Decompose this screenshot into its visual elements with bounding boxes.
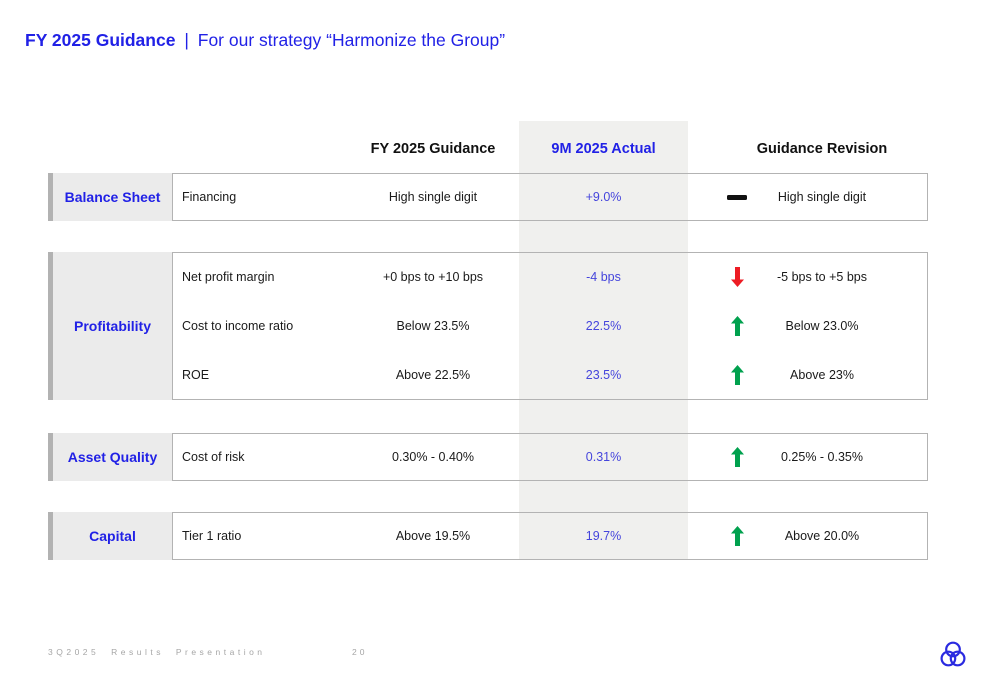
column-header-revision: Guidance Revision: [756, 141, 888, 157]
guidance-value: Below 23.5%: [396, 318, 470, 333]
category-label-capital: Capital: [89, 528, 136, 544]
page-title-separator: |: [184, 30, 189, 50]
guidance-value: High single digit: [388, 190, 478, 204]
down-arrow-icon: [722, 252, 752, 301]
column-header-actual: 9M 2025 Actual: [551, 141, 656, 157]
actual-value: -4 bps: [586, 269, 621, 284]
table-row: Cost to income ratio Below 23.5% 22.5% Belo…: [172, 301, 928, 350]
dash-shape: [727, 194, 747, 200]
actual-value: 0.31%: [585, 450, 622, 464]
actual-value: +9.0%: [585, 190, 622, 204]
footer-page-number: 20: [352, 647, 368, 657]
up-arrow-icon: [722, 301, 752, 350]
table-row: Net profit margin +0 bps to +10 bps -4 bps…: [172, 252, 928, 301]
category-block-asset-quality: Asset Quality: [48, 433, 172, 481]
footer-presentation-label: 3Q2025 Results Presentation: [48, 647, 266, 657]
guidance-value: Above 19.5%: [395, 529, 471, 543]
column-header-guidance: FY 2025 Guidance: [370, 141, 496, 157]
table-row: Financing High single digit +9.0% High sing…: [172, 173, 928, 221]
table-row: ROE Above 22.5% 23.5% Above 23%: [172, 351, 928, 400]
actual-value: 23.5%: [585, 368, 622, 383]
metric-label: ROE: [182, 368, 210, 383]
actual-value: 22.5%: [585, 318, 622, 333]
row-box-balance-sheet: [172, 173, 928, 221]
category-block-profitability: Profitability: [48, 252, 172, 400]
guidance-value: Above 22.5%: [395, 368, 471, 383]
table-row: Cost of risk 0.30% - 0.40% 0.31% 0.25% - 0.…: [172, 433, 928, 481]
actual-column-highlight: [519, 121, 688, 560]
up-arrow-icon: [722, 433, 752, 481]
row-box-profitability: [172, 252, 928, 400]
metric-label: Tier 1 ratio: [182, 529, 242, 543]
dash-icon: [722, 173, 752, 221]
actual-value: 19.7%: [585, 529, 622, 543]
metric-label: Cost of risk: [182, 450, 245, 464]
revision-value: High single digit: [777, 190, 867, 204]
guidance-value: 0.30% - 0.40%: [392, 450, 474, 464]
revision-value: Below 23.0%: [785, 318, 859, 333]
bank-logo-icon: [938, 639, 968, 671]
revision-value: Above 20.0%: [784, 529, 860, 543]
category-label-profitability: Profitability: [73, 318, 151, 334]
table-row: Tier 1 ratio Above 19.5% 19.7% Above 20.0%: [172, 512, 928, 560]
category-label-balance-sheet: Balance Sheet: [64, 189, 161, 205]
metric-label: Net profit margin: [182, 269, 275, 284]
revision-value: Above 23%: [790, 368, 854, 383]
row-box-capital: [172, 512, 928, 560]
row-box-asset-quality: [172, 433, 928, 481]
page-title-bold: FY 2025 Guidance: [25, 30, 176, 50]
guidance-value: +0 bps to +10 bps: [382, 269, 484, 284]
metric-label: Cost to income ratio: [182, 318, 294, 333]
category-label-asset-quality: Asset Quality: [67, 449, 158, 465]
metric-label: Financing: [182, 190, 237, 204]
category-block-balance-sheet: Balance Sheet: [48, 173, 172, 221]
up-arrow-icon: [722, 351, 752, 400]
revision-value: 0.25% - 0.35%: [781, 450, 863, 464]
page-title-subtitle: For our strategy “Harmonize the Group”: [197, 30, 506, 50]
page-title: FY 2025 Guidance | For our strategy “Har…: [25, 30, 505, 51]
revision-value: -5 bps to +5 bps: [777, 269, 867, 284]
up-arrow-icon: [722, 512, 752, 560]
category-block-capital: Capital: [48, 512, 172, 560]
